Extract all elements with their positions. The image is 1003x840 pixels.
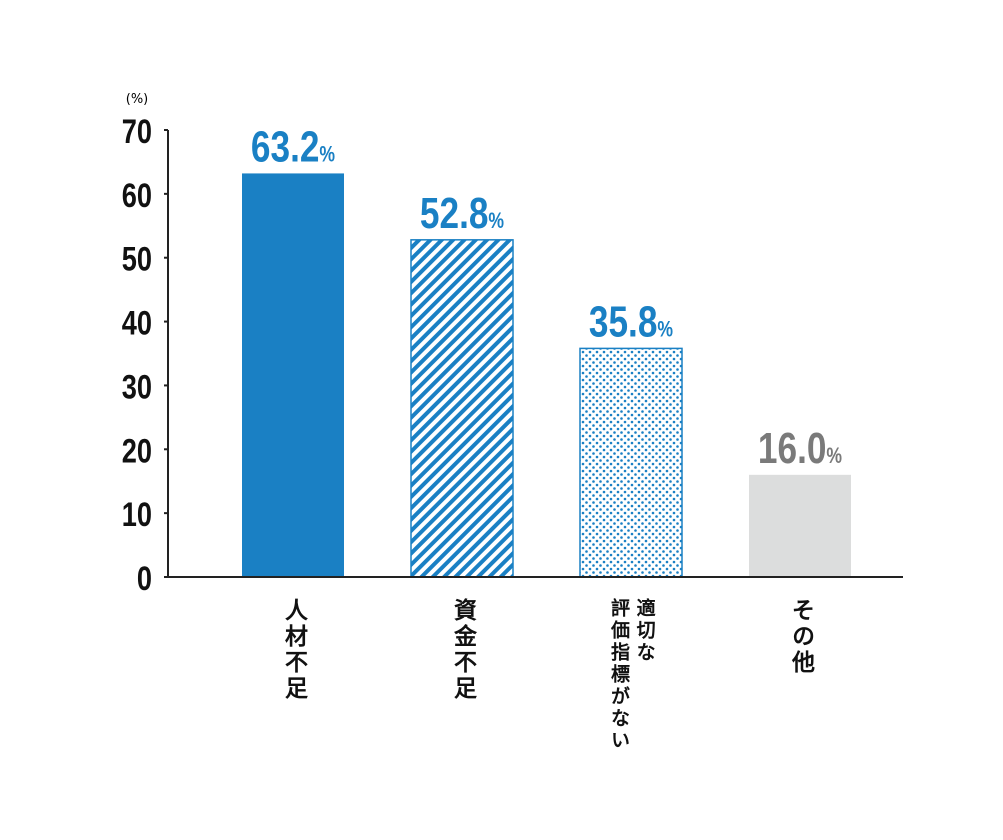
x-tick-label: 人材不足: [280, 598, 307, 702]
y-tick-label: 0: [137, 559, 152, 598]
x-tick-label: 資金不足: [449, 598, 476, 702]
bar: [242, 173, 344, 577]
y-tick-label: 40: [122, 304, 152, 343]
y-tick-label: 70: [122, 112, 152, 151]
y-tick-label: 60: [122, 176, 152, 215]
value-label: 16.0%: [758, 424, 842, 473]
value-label: 63.2%: [251, 123, 335, 172]
value-label: 52.8%: [420, 189, 504, 238]
x-tick-label: その他: [787, 598, 814, 676]
y-tick-label: 30: [122, 368, 152, 407]
bar: [749, 474, 851, 577]
y-tick-label: 10: [122, 495, 152, 534]
x-tick-label: 適切な 評価指標がない: [608, 598, 656, 752]
y-unit-label: (%): [126, 92, 149, 107]
bar: [579, 347, 683, 578]
value-label: 35.8%: [589, 298, 673, 347]
y-tick-label: 20: [122, 431, 152, 470]
y-tick-label: 50: [122, 240, 152, 279]
bar: [410, 239, 514, 578]
